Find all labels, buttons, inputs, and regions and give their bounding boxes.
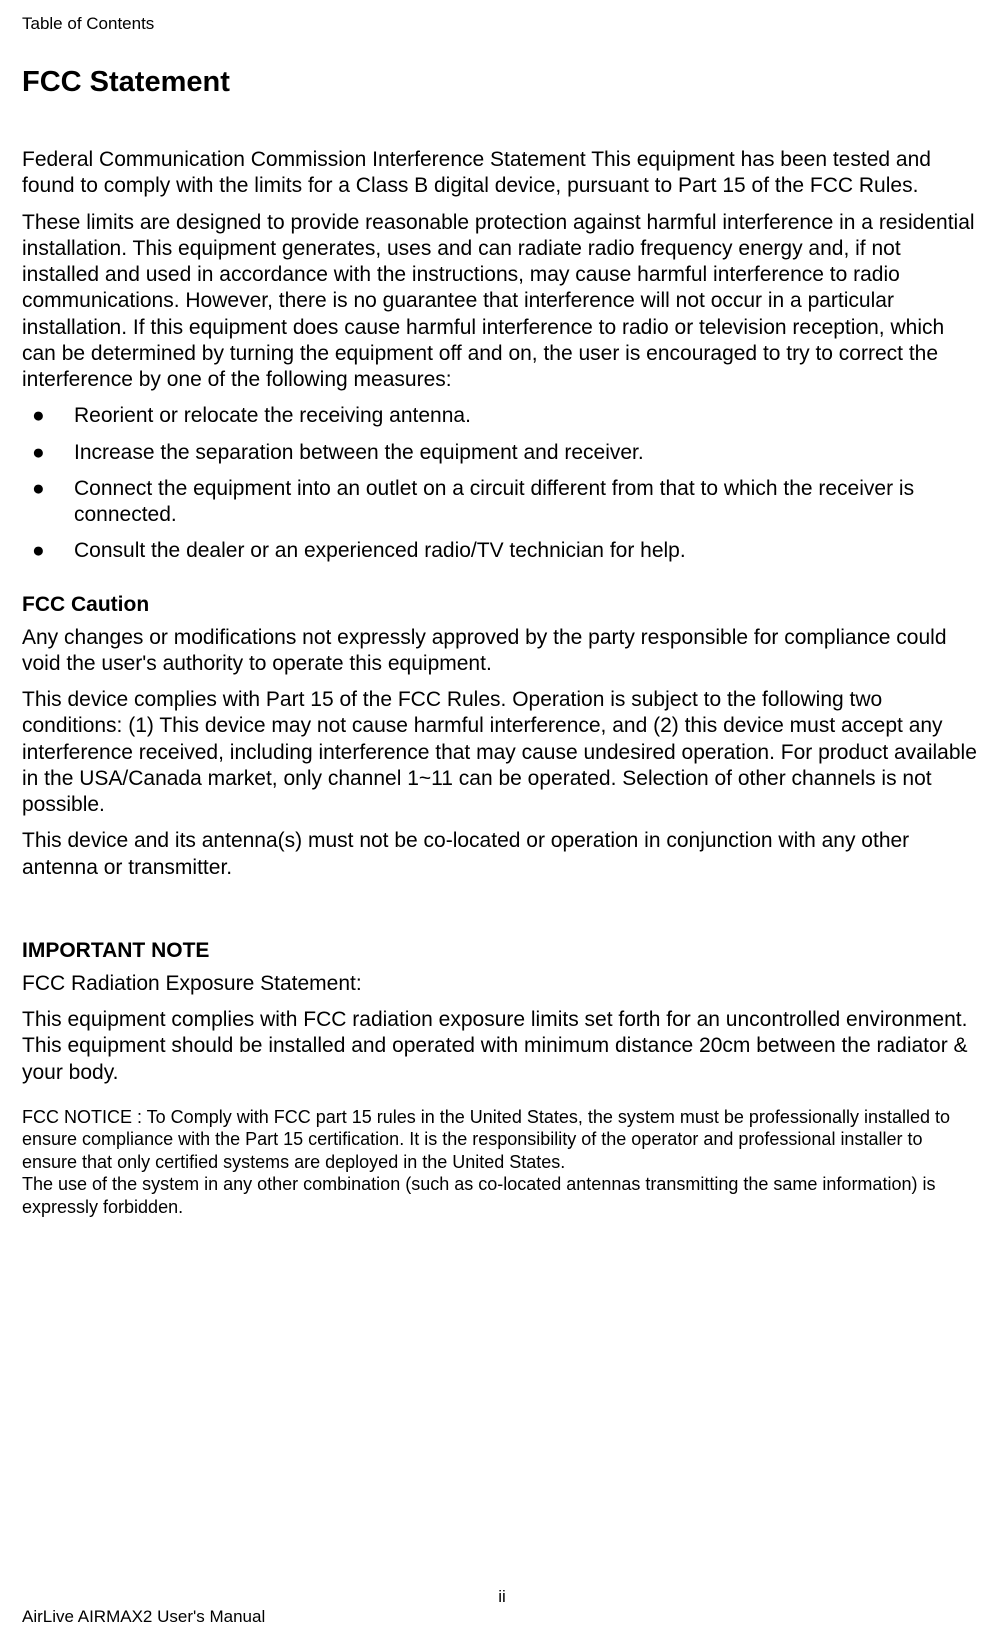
list-item-text: Connect the equipment into an outlet on …	[74, 476, 982, 529]
bullet-icon: ●	[26, 538, 74, 564]
bullet-list: ● Reorient or relocate the receiving ant…	[22, 403, 982, 564]
fcc-notice-text: FCC NOTICE : To Comply with FCC part 15 …	[22, 1106, 982, 1219]
section-heading-caution: FCC Caution	[22, 593, 982, 617]
list-item: ● Connect the equipment into an outlet o…	[22, 476, 982, 529]
bullet-icon: ●	[26, 476, 74, 529]
body-paragraph: This device complies with Part 15 of the…	[22, 687, 982, 818]
list-item-text: Consult the dealer or an experienced rad…	[74, 538, 982, 564]
list-item-text: Reorient or relocate the receiving anten…	[74, 403, 982, 429]
page-number: ii	[0, 1587, 1004, 1607]
body-paragraph: FCC Radiation Exposure Statement:	[22, 971, 982, 997]
header-label: Table of Contents	[22, 14, 982, 34]
bullet-icon: ●	[26, 440, 74, 466]
body-paragraph: Federal Communication Commission Interfe…	[22, 147, 982, 200]
list-item: ● Reorient or relocate the receiving ant…	[22, 403, 982, 429]
list-item: ● Consult the dealer or an experienced r…	[22, 538, 982, 564]
bullet-icon: ●	[26, 403, 74, 429]
body-paragraph: This equipment complies with FCC radiati…	[22, 1007, 982, 1086]
section-heading-important: IMPORTANT NOTE	[22, 939, 982, 963]
list-item-text: Increase the separation between the equi…	[74, 440, 982, 466]
footer-text: AirLive AIRMAX2 User's Manual	[22, 1607, 265, 1627]
body-paragraph: This device and its antenna(s) must not …	[22, 828, 982, 881]
body-paragraph: These limits are designed to provide rea…	[22, 210, 982, 394]
page-title: FCC Statement	[22, 66, 982, 99]
body-paragraph: Any changes or modifications not express…	[22, 625, 982, 678]
list-item: ● Increase the separation between the eq…	[22, 440, 982, 466]
